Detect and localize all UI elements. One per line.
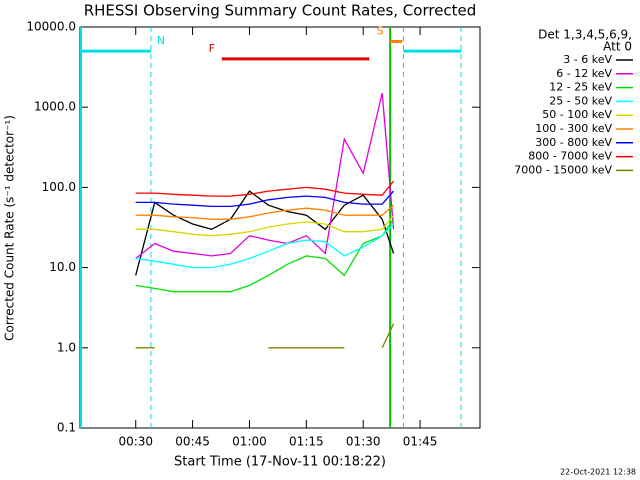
series-line — [135, 180, 395, 197]
x-tick-label: 01:00 — [232, 435, 267, 449]
flag-label: F — [209, 42, 215, 55]
legend-label: 300 - 800 keV — [535, 136, 612, 149]
legend-label: 7000 - 15000 keV — [514, 163, 612, 176]
x-tick-label: 01:45 — [403, 435, 438, 449]
legend-title: Det 1,3,4,5,6,9, — [538, 28, 632, 42]
y-tick-label: 10.0 — [49, 260, 76, 274]
chart-title: RHESSI Observing Summary Count Rates, Co… — [84, 2, 477, 20]
plot-frame — [79, 26, 481, 429]
y-tick-label: 0.1 — [57, 421, 76, 435]
series-line — [135, 323, 395, 349]
y-axis-label: Corrected Count Rate (s⁻¹ detector⁻¹) — [3, 115, 17, 341]
x-axis-label: Start Time (17-Nov-11 00:18:22) — [174, 455, 386, 470]
x-tick-label: 01:15 — [289, 435, 324, 449]
legend-label: 6 - 12 keV — [556, 67, 612, 80]
y-tick-label: 10000.0 — [26, 20, 76, 34]
y-tick-label: 100.0 — [42, 180, 76, 194]
legend-label: 800 - 7000 keV — [528, 150, 612, 163]
x-tick-label: 00:45 — [175, 435, 210, 449]
y-tick-label: 1.0 — [57, 340, 76, 354]
series-line — [135, 190, 395, 208]
series-line — [135, 204, 395, 220]
legend-title: Att 0 — [603, 40, 632, 54]
legend-label: 50 - 100 keV — [542, 108, 612, 121]
flag-label: N — [157, 34, 165, 47]
legend-label: 25 - 50 keV — [549, 94, 612, 107]
y-tick-label: 1000.0 — [34, 100, 76, 114]
legend-label: 100 - 300 keV — [535, 122, 612, 135]
series-line — [135, 92, 395, 260]
flag-label: S — [377, 24, 384, 37]
x-tick-label: 00:30 — [118, 435, 153, 449]
series-line — [135, 190, 395, 276]
x-tick-label: 01:30 — [346, 435, 381, 449]
footer: 22-Oct-2021 12:38 — [560, 468, 636, 477]
series-line — [135, 214, 395, 237]
series-line — [135, 218, 395, 293]
legend-label: 3 - 6 keV — [563, 53, 612, 66]
legend-label: 12 - 25 keV — [549, 81, 612, 94]
series-line — [135, 223, 395, 269]
